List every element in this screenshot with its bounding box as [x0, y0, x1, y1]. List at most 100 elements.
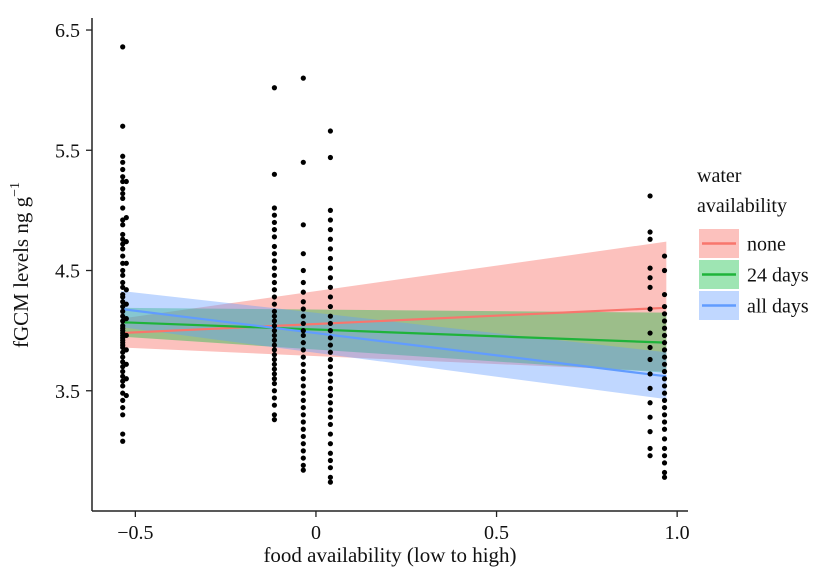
data-point: [120, 205, 126, 211]
data-point: [647, 344, 653, 351]
data-point: [120, 174, 126, 180]
data-point: [123, 392, 129, 399]
data-point: [327, 421, 333, 428]
data-point: [120, 397, 126, 403]
data-point: [661, 354, 668, 360]
data-point: [300, 397, 306, 403]
data-point: [120, 279, 126, 286]
data-point: [327, 265, 333, 271]
data-point: [327, 349, 333, 355]
data-point: [271, 342, 278, 348]
data-point: [661, 390, 668, 396]
data-point: [327, 465, 333, 471]
y-axis-title: fGCM levels ng g−1: [8, 182, 33, 348]
data-point: [300, 306, 306, 312]
data-point: [271, 279, 278, 286]
x-tick-label: 0: [311, 522, 321, 544]
data-point: [271, 366, 278, 372]
data-point: [661, 469, 668, 476]
data-point: [661, 361, 668, 367]
data-points: [120, 44, 668, 485]
data-point: [271, 301, 278, 307]
data-point: [300, 320, 306, 327]
data-point: [271, 243, 278, 250]
data-point: [120, 354, 126, 360]
data-point: [271, 332, 278, 339]
data-point: [271, 212, 278, 218]
data-point: [271, 85, 278, 91]
x-axis-title: food availability (low to high): [263, 543, 516, 567]
data-point: [300, 376, 306, 382]
data-point: [647, 385, 653, 391]
legend: water availability none 24 days all days: [697, 165, 809, 320]
data-point: [271, 318, 278, 324]
data-point: [661, 453, 668, 459]
data-point: [661, 347, 668, 353]
data-point: [271, 337, 278, 343]
data-point: [661, 397, 668, 403]
y-tick-label: 6.5: [55, 20, 80, 42]
y-ticks: 3.5 4.5 5.5 6.5: [55, 20, 92, 403]
data-point: [300, 267, 306, 274]
data-point: [120, 438, 126, 444]
data-point: [271, 356, 278, 363]
data-point: [300, 347, 306, 353]
legend-label-24-days: 24 days: [747, 265, 809, 287]
data-point: [123, 178, 129, 185]
y-tick-label: 4.5: [55, 261, 80, 283]
data-point: [327, 392, 333, 399]
data-point: [300, 448, 306, 454]
data-point: [120, 412, 126, 418]
data-point: [327, 313, 333, 319]
data-point: [300, 279, 306, 286]
data-point: [123, 239, 129, 245]
data-point: [661, 303, 668, 310]
data-point: [327, 407, 333, 413]
data-point: [120, 368, 126, 375]
data-point: [647, 229, 653, 235]
data-point: [661, 419, 668, 425]
x-tick-label: 1.0: [665, 522, 690, 544]
data-point: [327, 128, 333, 134]
trend-line-none: [120, 306, 667, 335]
ribbon-all-days: [120, 290, 667, 400]
data-point: [300, 332, 306, 339]
data-point: [271, 323, 278, 329]
data-point: [120, 178, 126, 185]
data-point: [661, 318, 668, 324]
data-point: [271, 272, 278, 278]
data-point: [120, 166, 126, 173]
y-tick-label: 5.5: [55, 140, 80, 162]
data-point: [300, 75, 306, 81]
data-point: [271, 227, 278, 233]
data-point: [271, 251, 278, 257]
data-point: [120, 246, 126, 252]
data-point: [300, 222, 306, 228]
x-tick-label: −0.5: [117, 522, 153, 544]
data-point: [300, 467, 306, 473]
data-point: [271, 347, 278, 353]
data-point: [327, 414, 333, 420]
ribbon-24-days: [120, 307, 667, 373]
data-point: [647, 400, 653, 406]
data-point: [327, 217, 333, 223]
y-axis-title-superscript: −1: [8, 182, 23, 197]
data-point: [300, 383, 306, 389]
data-point: [661, 445, 668, 452]
data-point: [327, 378, 333, 384]
data-point: [271, 308, 278, 314]
data-point: [300, 328, 306, 334]
legend-label-none: none: [747, 234, 786, 256]
data-point: [327, 364, 333, 370]
data-point: [120, 195, 126, 201]
data-point: [300, 299, 306, 305]
data-point: [271, 171, 278, 177]
data-point: [327, 328, 333, 334]
x-ticks: −0.5 0 0.5 1.0: [117, 511, 690, 544]
data-point: [120, 260, 126, 266]
data-point: [271, 388, 278, 394]
data-point: [327, 303, 333, 310]
x-tick-label: 0.5: [484, 522, 509, 544]
data-point: [661, 436, 668, 442]
